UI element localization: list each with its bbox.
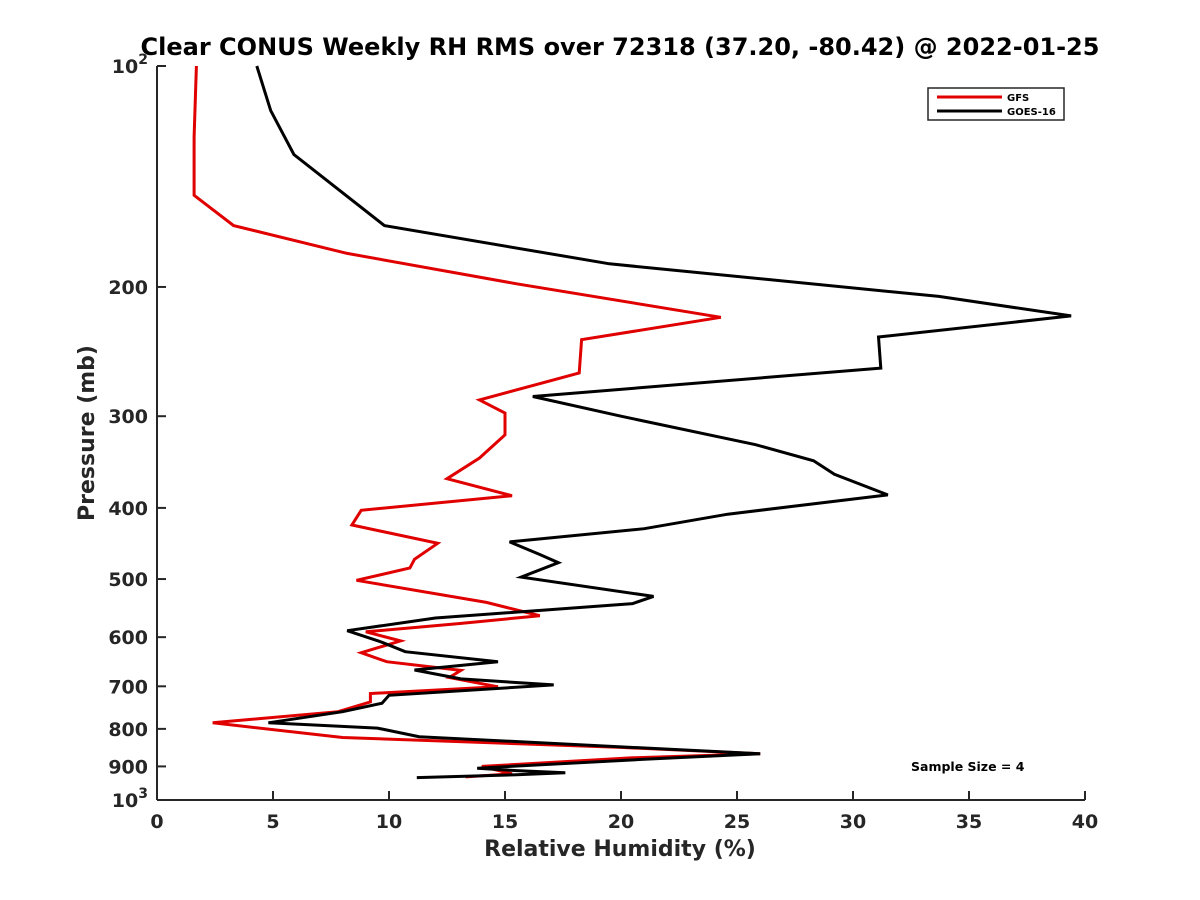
x-tick-label: 40 (1072, 811, 1098, 833)
y-tick-label: 300 (108, 406, 148, 428)
legend-box (927, 87, 1065, 121)
y-tick-label: 900 (108, 756, 148, 778)
x-tick-label: 20 (608, 811, 634, 833)
y-tick-label: 102 (112, 52, 148, 78)
legend-label: GOES-16 (1007, 107, 1056, 118)
y-axis-label: Pressure (mb) (75, 345, 100, 521)
y-tick-label: 600 (108, 627, 148, 649)
y-tick-label: 700 (108, 676, 148, 698)
series-layer (192, 65, 1072, 780)
x-tick-label: 5 (266, 811, 279, 833)
x-axis-ticks: 0 5 10 15 20 25 30 35 40 (150, 791, 1098, 833)
sample-size-annotation: Sample Size = 4 (911, 759, 1025, 774)
series-line-gfs (192, 65, 761, 779)
y-tick-label: 400 (108, 498, 148, 520)
x-axis-label: Relative Humidity (%) (484, 837, 756, 862)
y-tick-label: 103 (112, 786, 148, 812)
x-tick-label: 15 (492, 811, 518, 833)
y-tick-label: 800 (108, 719, 148, 741)
y-axis-ticks: 102 200 300 400 500 600 700 800 900 103 (108, 52, 166, 812)
chart-title: Clear CONUS Weekly RH RMS over 72318 (37… (141, 33, 1100, 61)
y-tick-label: 500 (108, 569, 148, 591)
x-tick-label: 10 (376, 811, 402, 833)
y-tick-label: 200 (108, 277, 148, 299)
axes (156, 66, 1085, 801)
legend: GFS GOES-16 (927, 87, 1065, 121)
legend-label: GFS (1007, 93, 1029, 104)
x-tick-label: 35 (956, 811, 982, 833)
x-tick-label: 30 (840, 811, 866, 833)
series-line-goes-16 (255, 65, 1072, 780)
x-tick-label: 0 (150, 811, 163, 833)
x-tick-label: 25 (724, 811, 750, 833)
